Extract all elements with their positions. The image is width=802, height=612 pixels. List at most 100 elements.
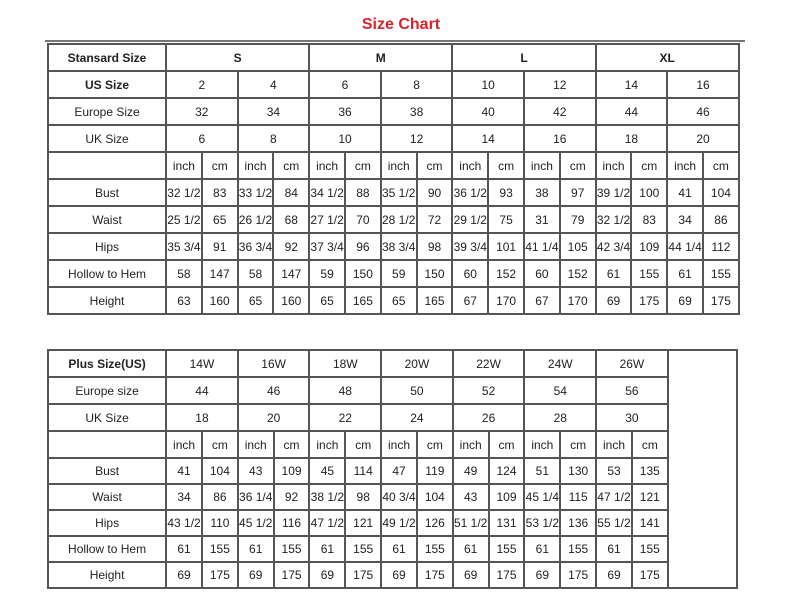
size-cell: 52 bbox=[451, 376, 526, 405]
size-cell: 4 bbox=[236, 70, 311, 99]
plus-size-header: 14W bbox=[165, 349, 239, 378]
measurement-cell: 109 bbox=[272, 457, 311, 485]
unit-label: cm bbox=[559, 430, 598, 459]
measurement-row: Bust 32 1/2 83 33 1/2 84 34 1/2 88 35 1/2 90 36 1… bbox=[47, 178, 740, 207]
unit-label: inch bbox=[522, 151, 561, 180]
size-cell: 28 bbox=[523, 403, 598, 432]
measurement-cell: 35 1/2 bbox=[379, 178, 418, 207]
measurement-cell: 34 1/2 bbox=[308, 178, 346, 207]
measurement-cell: 61 bbox=[380, 535, 418, 563]
measurement-cell: 51 bbox=[523, 457, 562, 485]
size-row: US Size 2 4 6 8 10 12 14 16 bbox=[47, 70, 740, 99]
measurement-cell: 126 bbox=[415, 509, 454, 537]
size-cell: 10 bbox=[308, 124, 382, 153]
measurement-cell: 175 bbox=[630, 561, 669, 589]
size-cell: 20 bbox=[666, 124, 740, 153]
unit-label: cm bbox=[344, 430, 383, 459]
measurement-cell: 155 bbox=[344, 535, 383, 563]
size-cell: 32 bbox=[165, 97, 239, 126]
measurement-cell: 38 3/4 bbox=[379, 232, 418, 261]
measurement-cell: 59 bbox=[308, 259, 346, 288]
measurement-cell: 41 bbox=[165, 457, 203, 485]
measurement-cell: 43 bbox=[451, 483, 490, 511]
unit-label: inch bbox=[308, 430, 347, 459]
measurement-cell: 88 bbox=[344, 178, 382, 207]
measurement-cell: 90 bbox=[415, 178, 454, 207]
measurement-cell: 110 bbox=[200, 509, 239, 537]
measurement-cell: 175 bbox=[200, 561, 239, 589]
size-row: Europe size 44 46 48 50 52 54 56 bbox=[46, 376, 737, 405]
measurement-cell: 69 bbox=[165, 561, 203, 589]
unit-label: cm bbox=[200, 430, 239, 459]
size-cell: 18 bbox=[594, 124, 669, 153]
measurement-cell: 29 1/2 bbox=[451, 205, 490, 234]
unit-label: inch bbox=[595, 430, 633, 459]
measurement-cell: 130 bbox=[559, 457, 598, 485]
measurement-cell: 39 1/2 bbox=[594, 178, 633, 207]
measurement-cell: 32 1/2 bbox=[165, 178, 203, 207]
measurement-cell: 38 1/2 bbox=[308, 483, 347, 511]
measurement-cell: 44 1/4 bbox=[666, 232, 704, 261]
measurement-cell: 92 bbox=[272, 483, 311, 511]
measurement-cell: 175 bbox=[415, 561, 454, 589]
measurement-cell: 75 bbox=[487, 205, 525, 234]
measurement-cell: 63 bbox=[165, 286, 203, 315]
measurement-cell: 65 bbox=[236, 286, 275, 315]
row-label: Europe Size bbox=[47, 97, 167, 126]
measurement-cell: 34 bbox=[165, 483, 203, 511]
size-cell: 14 bbox=[594, 70, 669, 99]
measurement-cell: 42 3/4 bbox=[594, 232, 633, 261]
unit-label: inch bbox=[165, 430, 203, 459]
measurement-cell: 47 bbox=[380, 457, 418, 485]
measurement-cell: 160 bbox=[272, 286, 311, 315]
measurement-cell: 150 bbox=[415, 259, 454, 288]
measurement-cell: 70 bbox=[344, 205, 382, 234]
measurement-cell: 61 bbox=[595, 535, 633, 563]
measurement-cell: 31 bbox=[522, 205, 561, 234]
row-label: UK Size bbox=[47, 124, 167, 153]
plus-size-header: 16W bbox=[236, 349, 311, 378]
measurement-cell: 69 bbox=[236, 561, 275, 589]
row-label: Height bbox=[47, 286, 167, 315]
measurement-cell: 61 bbox=[523, 535, 562, 563]
measurement-cell: 93 bbox=[487, 178, 525, 207]
measurement-cell: 155 bbox=[630, 535, 669, 563]
size-group-header: XL bbox=[594, 43, 740, 72]
unit-label: inch bbox=[451, 151, 490, 180]
measurement-row: Bust 41 104 43 109 45 114 47 119 49 124 51 130 53 135 bbox=[46, 457, 737, 485]
size-cell: 44 bbox=[165, 376, 239, 405]
measurement-cell: 97 bbox=[558, 178, 597, 207]
measurement-cell: 92 bbox=[272, 232, 311, 261]
measurement-cell: 141 bbox=[630, 509, 669, 537]
size-cell: 2 bbox=[165, 70, 239, 99]
measurement-cell: 101 bbox=[487, 232, 525, 261]
measurement-cell: 49 bbox=[451, 457, 490, 485]
measurement-cell: 40 3/4 bbox=[380, 483, 418, 511]
measurement-cell: 41 1/4 bbox=[522, 232, 561, 261]
measurement-cell: 53 1/2 bbox=[523, 509, 562, 537]
row-label: Hips bbox=[46, 509, 168, 537]
size-cell: 6 bbox=[308, 70, 382, 99]
measurement-cell: 45 bbox=[308, 457, 347, 485]
measurement-cell: 109 bbox=[487, 483, 526, 511]
measurement-cell: 65 bbox=[200, 205, 239, 234]
measurement-cell: 41 bbox=[666, 178, 704, 207]
header-label: Plus Size(US) bbox=[46, 349, 168, 378]
size-cell: 34 bbox=[236, 97, 311, 126]
unit-row: inch cm inch cm inch cm inch cm inch cm inch cm inch… bbox=[46, 430, 737, 459]
measurement-cell: 98 bbox=[415, 232, 454, 261]
measurement-cell: 96 bbox=[344, 232, 382, 261]
unit-row: inch cm inch cm inch cm inch cm inch cm inch cm inch… bbox=[47, 151, 740, 180]
measurement-cell: 116 bbox=[272, 509, 311, 537]
measurement-cell: 45 1/2 bbox=[236, 509, 275, 537]
measurement-cell: 47 1/2 bbox=[308, 509, 347, 537]
plus-size-header: 26W bbox=[595, 349, 669, 378]
measurement-cell: 69 bbox=[308, 561, 347, 589]
size-row: Europe Size 32 34 36 38 40 42 44 46 bbox=[47, 97, 740, 126]
measurement-cell: 69 bbox=[594, 286, 633, 315]
size-row: UK Size 18 20 22 24 26 28 30 bbox=[46, 403, 737, 432]
size-cell: 40 bbox=[451, 97, 525, 126]
measurement-cell: 68 bbox=[272, 205, 311, 234]
measurement-cell: 60 bbox=[522, 259, 561, 288]
measurement-cell: 36 3/4 bbox=[236, 232, 275, 261]
